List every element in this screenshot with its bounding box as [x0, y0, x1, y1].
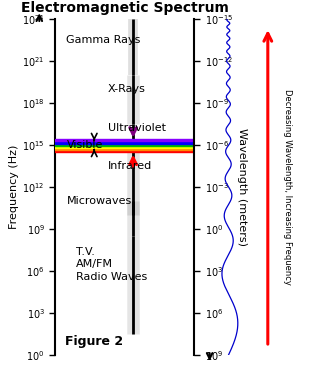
Bar	[55, 146, 194, 148]
Text: Infrared: Infrared	[108, 161, 152, 171]
Text: T.V.
AM/FM
Radio Waves: T.V. AM/FM Radio Waves	[76, 247, 147, 282]
Text: Ultraviolet: Ultraviolet	[108, 123, 166, 133]
Bar	[55, 139, 194, 141]
Bar	[55, 141, 194, 144]
Title: Electromagnetic Spectrum: Electromagnetic Spectrum	[21, 1, 229, 15]
Y-axis label: Wavelength (meters): Wavelength (meters)	[237, 128, 247, 246]
Bar	[55, 144, 194, 146]
Text: X-Rays: X-Rays	[108, 84, 146, 94]
Text: Decreasing Wavelength, Increasing Frequency: Decreasing Wavelength, Increasing Freque…	[283, 89, 292, 285]
Bar	[55, 150, 194, 152]
Bar	[55, 148, 194, 150]
Text: Figure 2: Figure 2	[65, 335, 123, 347]
Text: Gamma Rays: Gamma Rays	[66, 35, 141, 45]
Text: Microwaves: Microwaves	[66, 196, 132, 206]
Y-axis label: Frequency (Hz): Frequency (Hz)	[9, 145, 19, 229]
Text: Visible: Visible	[66, 140, 103, 150]
